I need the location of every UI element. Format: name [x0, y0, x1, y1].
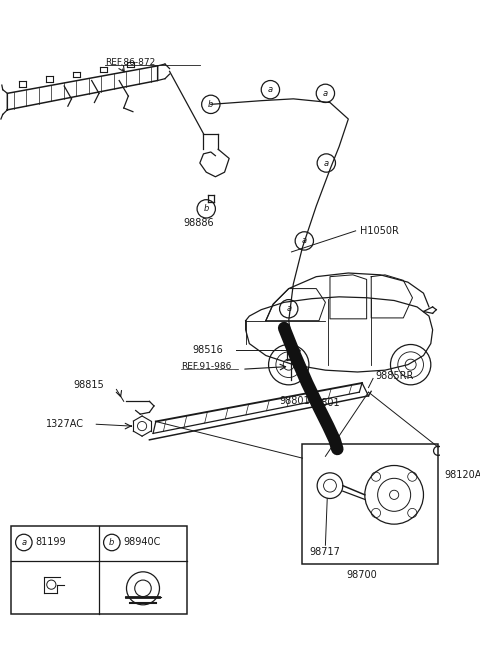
Text: 98516: 98516	[192, 345, 223, 355]
Text: 98120A: 98120A	[444, 470, 480, 480]
Text: 98717: 98717	[310, 546, 341, 557]
Text: 98940C: 98940C	[124, 537, 161, 548]
Text: a: a	[323, 89, 328, 98]
Text: REF.91-986: REF.91-986	[181, 362, 232, 371]
Text: 98886: 98886	[183, 218, 214, 228]
Bar	[11, 526, 187, 614]
Text: 81199: 81199	[36, 537, 66, 548]
Text: a: a	[21, 538, 26, 547]
Text: b: b	[204, 204, 209, 213]
Bar	[302, 444, 438, 564]
Text: H1050R: H1050R	[360, 226, 399, 236]
Text: a: a	[268, 85, 273, 94]
Text: 9885RR: 9885RR	[376, 371, 414, 380]
Text: 98801: 98801	[310, 398, 340, 408]
Text: b: b	[208, 100, 214, 109]
Text: 1327AC: 1327AC	[46, 419, 84, 429]
Text: 98815: 98815	[73, 380, 104, 390]
Text: 98700: 98700	[347, 571, 377, 581]
Text: b: b	[109, 538, 115, 547]
Text: 98801: 98801	[279, 396, 310, 406]
Text: a: a	[302, 236, 307, 245]
Text: a: a	[286, 304, 291, 314]
Text: REF.86-872: REF.86-872	[106, 58, 156, 67]
Text: a: a	[324, 159, 329, 167]
